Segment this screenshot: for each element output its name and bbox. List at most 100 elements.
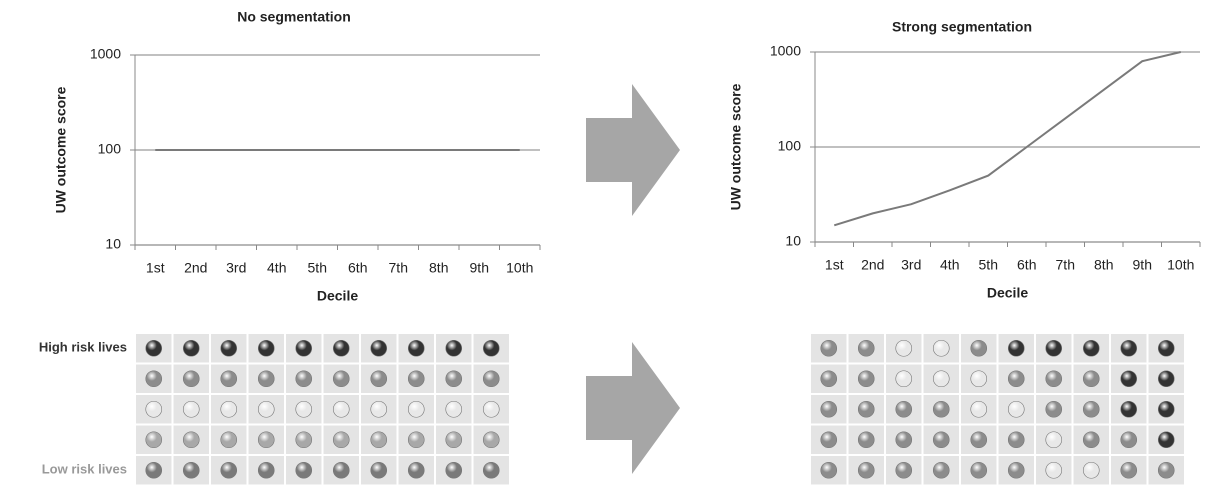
- ball: [1157, 400, 1175, 418]
- x-tick-label: 7th: [1056, 257, 1075, 273]
- ball: [257, 461, 275, 479]
- ball: [182, 431, 200, 449]
- ball: [1082, 339, 1100, 357]
- ball: [182, 461, 200, 479]
- ball: [857, 431, 875, 449]
- ball: [1045, 370, 1063, 388]
- ball: [295, 400, 313, 418]
- line: [833, 51, 1181, 227]
- ball: [257, 370, 275, 388]
- y-tick-label: 10: [105, 236, 121, 252]
- ball: [482, 339, 500, 357]
- x-tick-label: 9th: [1133, 257, 1152, 273]
- x-tick-label: 8th: [429, 260, 448, 276]
- ball: [857, 461, 875, 479]
- row-label: Low risk lives: [42, 462, 127, 477]
- ball: [445, 370, 463, 388]
- ball: [482, 400, 500, 418]
- ball: [970, 431, 988, 449]
- ball: [1007, 400, 1025, 418]
- ball: [407, 431, 425, 449]
- x-tick-label: 6th: [348, 260, 367, 276]
- ball: [1045, 461, 1063, 479]
- x-tick-label: 7th: [389, 260, 408, 276]
- ball: [1120, 431, 1138, 449]
- ball: [932, 431, 950, 449]
- chart-title: No segmentation: [237, 9, 351, 25]
- ball: [1045, 431, 1063, 449]
- ball: [1157, 431, 1175, 449]
- ball: [1007, 339, 1025, 357]
- y-tick-label: 100: [778, 138, 802, 154]
- x-tick-label: 5th: [979, 257, 998, 273]
- ball: [482, 370, 500, 388]
- ball: [482, 461, 500, 479]
- ball: [332, 461, 350, 479]
- ball: [857, 370, 875, 388]
- ball: [145, 370, 163, 388]
- ball: [1157, 370, 1175, 388]
- ball: [407, 370, 425, 388]
- ball: [970, 400, 988, 418]
- ball: [257, 400, 275, 418]
- ball: [1120, 400, 1138, 418]
- ball: [145, 400, 163, 418]
- ball: [1007, 431, 1025, 449]
- ball: [145, 431, 163, 449]
- ball: [1157, 339, 1175, 357]
- ball: [932, 339, 950, 357]
- ball: [820, 431, 838, 449]
- ball: [1120, 461, 1138, 479]
- ball: [332, 400, 350, 418]
- ball: [1120, 370, 1138, 388]
- x-tick-label: 2nd: [861, 257, 884, 273]
- ball: [857, 400, 875, 418]
- ball: [257, 431, 275, 449]
- ball: [932, 370, 950, 388]
- ball: [182, 400, 200, 418]
- ball: [182, 339, 200, 357]
- ball: [220, 339, 238, 357]
- ball: [895, 370, 913, 388]
- ball: [857, 339, 875, 357]
- ball: [482, 431, 500, 449]
- ball: [295, 461, 313, 479]
- x-tick-label: 2nd: [184, 260, 207, 276]
- ball: [895, 400, 913, 418]
- y-axis-label: UW outcome score: [53, 86, 69, 213]
- ball: [970, 370, 988, 388]
- ball: [820, 461, 838, 479]
- x-tick-label: 3rd: [226, 260, 246, 276]
- x-tick-label: 1st: [825, 257, 844, 273]
- x-tick-label: 4th: [267, 260, 286, 276]
- ball: [820, 370, 838, 388]
- y-tick-label: 100: [98, 141, 122, 157]
- ball: [895, 339, 913, 357]
- x-tick-label: 5th: [308, 260, 327, 276]
- ball: [445, 461, 463, 479]
- ball: [220, 461, 238, 479]
- x-tick-label: 4th: [940, 257, 959, 273]
- ball: [145, 461, 163, 479]
- ball: [445, 339, 463, 357]
- x-tick-label: 3rd: [901, 257, 921, 273]
- ball: [820, 339, 838, 357]
- ball: [220, 431, 238, 449]
- ball: [445, 400, 463, 418]
- chart-title: Strong segmentation: [892, 19, 1032, 35]
- ball: [145, 339, 163, 357]
- ball: [1157, 461, 1175, 479]
- ball: [220, 370, 238, 388]
- ball: [445, 431, 463, 449]
- ball: [970, 339, 988, 357]
- ball: [332, 339, 350, 357]
- ball: [1082, 431, 1100, 449]
- ball: [370, 339, 388, 357]
- ball: [407, 461, 425, 479]
- ball: [1045, 339, 1063, 357]
- ball: [895, 431, 913, 449]
- x-tick-label: 8th: [1094, 257, 1113, 273]
- y-tick-label: 1000: [90, 46, 121, 62]
- ball: [1082, 400, 1100, 418]
